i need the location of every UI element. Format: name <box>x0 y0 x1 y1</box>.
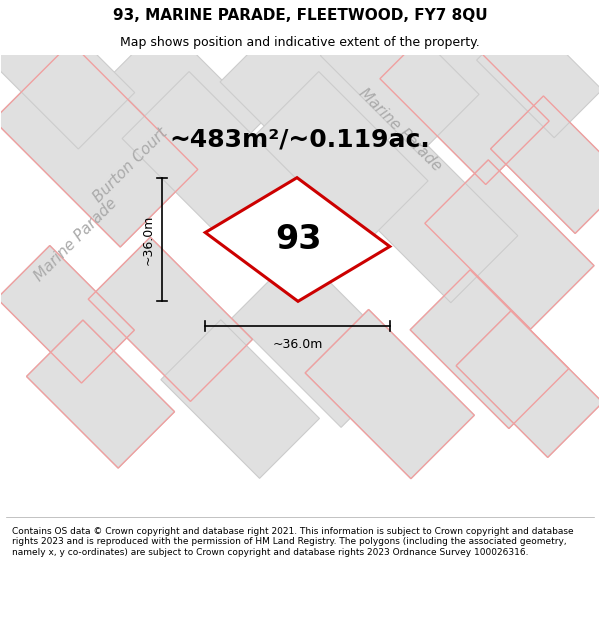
Polygon shape <box>252 72 428 248</box>
Polygon shape <box>0 1 134 149</box>
Polygon shape <box>26 320 175 468</box>
Text: 93, MARINE PARADE, FLEETWOOD, FY7 8QU: 93, MARINE PARADE, FLEETWOOD, FY7 8QU <box>113 8 487 23</box>
Text: ~483m²/~0.119ac.: ~483m²/~0.119ac. <box>170 127 430 152</box>
Polygon shape <box>341 126 518 302</box>
Polygon shape <box>205 177 390 301</box>
Polygon shape <box>88 237 253 401</box>
Polygon shape <box>122 72 298 248</box>
Polygon shape <box>410 270 569 429</box>
Polygon shape <box>161 320 319 478</box>
Polygon shape <box>425 160 594 329</box>
Polygon shape <box>456 311 600 458</box>
Polygon shape <box>108 22 263 177</box>
Polygon shape <box>305 309 475 479</box>
Text: Marine Parade: Marine Parade <box>31 195 120 284</box>
Polygon shape <box>491 96 600 234</box>
Polygon shape <box>220 15 400 195</box>
Polygon shape <box>0 246 134 383</box>
Text: Marine Parade: Marine Parade <box>355 86 444 174</box>
Text: Map shows position and indicative extent of the property.: Map shows position and indicative extent… <box>120 36 480 49</box>
Polygon shape <box>320 0 479 154</box>
Polygon shape <box>380 15 549 184</box>
Text: Burton Court: Burton Court <box>91 125 170 205</box>
Text: ~36.0m: ~36.0m <box>272 338 323 351</box>
Polygon shape <box>232 251 408 428</box>
Text: 93: 93 <box>275 223 321 256</box>
Polygon shape <box>0 42 198 247</box>
Text: ~36.0m: ~36.0m <box>142 214 154 264</box>
Text: Contains OS data © Crown copyright and database right 2021. This information is : Contains OS data © Crown copyright and d… <box>12 527 574 557</box>
Polygon shape <box>476 12 600 138</box>
